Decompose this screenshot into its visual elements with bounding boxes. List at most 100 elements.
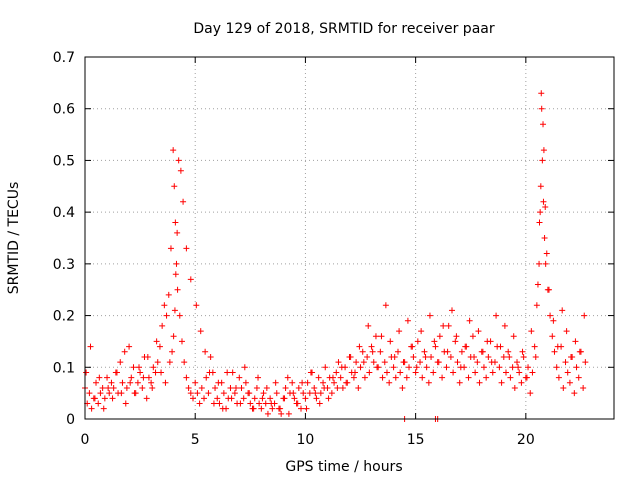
data-point — [238, 384, 245, 391]
data-point — [551, 348, 558, 355]
data-point — [357, 364, 364, 371]
data-point — [304, 379, 311, 386]
data-point — [501, 322, 508, 329]
data-point — [523, 374, 530, 381]
data-point — [505, 348, 512, 355]
data-point — [444, 348, 451, 355]
data-point — [372, 333, 379, 340]
data-point — [425, 379, 432, 386]
data-point — [537, 209, 544, 216]
data-point — [368, 343, 375, 350]
data-point — [315, 374, 322, 381]
data-point — [159, 322, 166, 329]
data-point — [519, 348, 526, 355]
data-point — [174, 229, 181, 236]
data-point — [231, 390, 238, 397]
data-point — [462, 343, 469, 350]
data-point — [187, 276, 194, 283]
data-point — [170, 147, 177, 154]
data-point — [536, 260, 543, 267]
data-point — [161, 302, 168, 309]
data-point — [291, 395, 298, 402]
data-point — [171, 307, 178, 314]
data-point — [377, 348, 384, 355]
data-point — [518, 379, 525, 386]
data-point — [242, 379, 249, 386]
data-point — [529, 369, 536, 376]
data-point — [423, 364, 430, 371]
y-tick-label: 0.2 — [53, 309, 75, 325]
data-point — [465, 374, 472, 381]
data-point — [510, 333, 517, 340]
data-point — [439, 374, 446, 381]
x-tick-label: 10 — [297, 432, 315, 448]
data-point — [366, 369, 373, 376]
data-point — [250, 405, 257, 412]
axis-ticks — [84, 56, 614, 420]
data-point — [419, 374, 426, 381]
data-point — [580, 384, 587, 391]
data-point — [347, 353, 354, 360]
data-point — [294, 400, 301, 407]
data-point — [396, 328, 403, 335]
data-point — [118, 390, 125, 397]
data-point — [329, 374, 336, 381]
data-point — [197, 328, 204, 335]
data-point — [432, 343, 439, 350]
data-point — [224, 369, 231, 376]
data-point — [428, 353, 435, 360]
data-point — [121, 348, 128, 355]
data-point — [394, 348, 401, 355]
data-point — [325, 395, 332, 402]
grid-lines — [85, 57, 614, 419]
data-point — [216, 400, 223, 407]
data-point — [575, 374, 582, 381]
data-point — [539, 157, 546, 164]
chart-title: Day 129 of 2018, SRMTID for receiver paa… — [193, 21, 494, 37]
data-point — [392, 374, 399, 381]
data-point — [409, 343, 416, 350]
data-point — [469, 333, 476, 340]
data-point — [445, 322, 452, 329]
data-point — [232, 384, 239, 391]
data-point — [435, 359, 442, 366]
data-point — [532, 353, 539, 360]
data-point — [457, 364, 464, 371]
data-point — [365, 322, 372, 329]
data-point — [400, 359, 407, 366]
data-point — [493, 312, 500, 319]
data-point — [353, 359, 360, 366]
data-point — [282, 384, 289, 391]
data-point — [187, 390, 194, 397]
data-point — [201, 395, 208, 402]
data-point — [350, 374, 357, 381]
data-point — [173, 260, 180, 267]
data-point — [543, 250, 550, 257]
data-point — [454, 359, 461, 366]
data-point — [263, 384, 270, 391]
data-point — [152, 369, 159, 376]
data-point — [417, 359, 424, 366]
data-point — [214, 395, 221, 402]
x-tick-label: 0 — [81, 432, 90, 448]
data-point — [117, 359, 124, 366]
y-tick-label: 0.1 — [53, 360, 75, 376]
data-point — [126, 343, 133, 350]
data-point — [137, 369, 144, 376]
data-point — [339, 384, 346, 391]
data-point — [100, 405, 107, 412]
data-point — [488, 359, 495, 366]
data-point — [144, 353, 151, 360]
data-point — [95, 400, 102, 407]
data-point — [268, 400, 275, 407]
data-point — [212, 384, 219, 391]
data-point — [260, 390, 267, 397]
data-point — [91, 395, 98, 402]
data-point — [278, 410, 285, 417]
data-point — [130, 364, 137, 371]
data-point — [272, 379, 279, 386]
data-point — [170, 333, 177, 340]
data-point — [525, 364, 532, 371]
data-point — [534, 281, 541, 288]
